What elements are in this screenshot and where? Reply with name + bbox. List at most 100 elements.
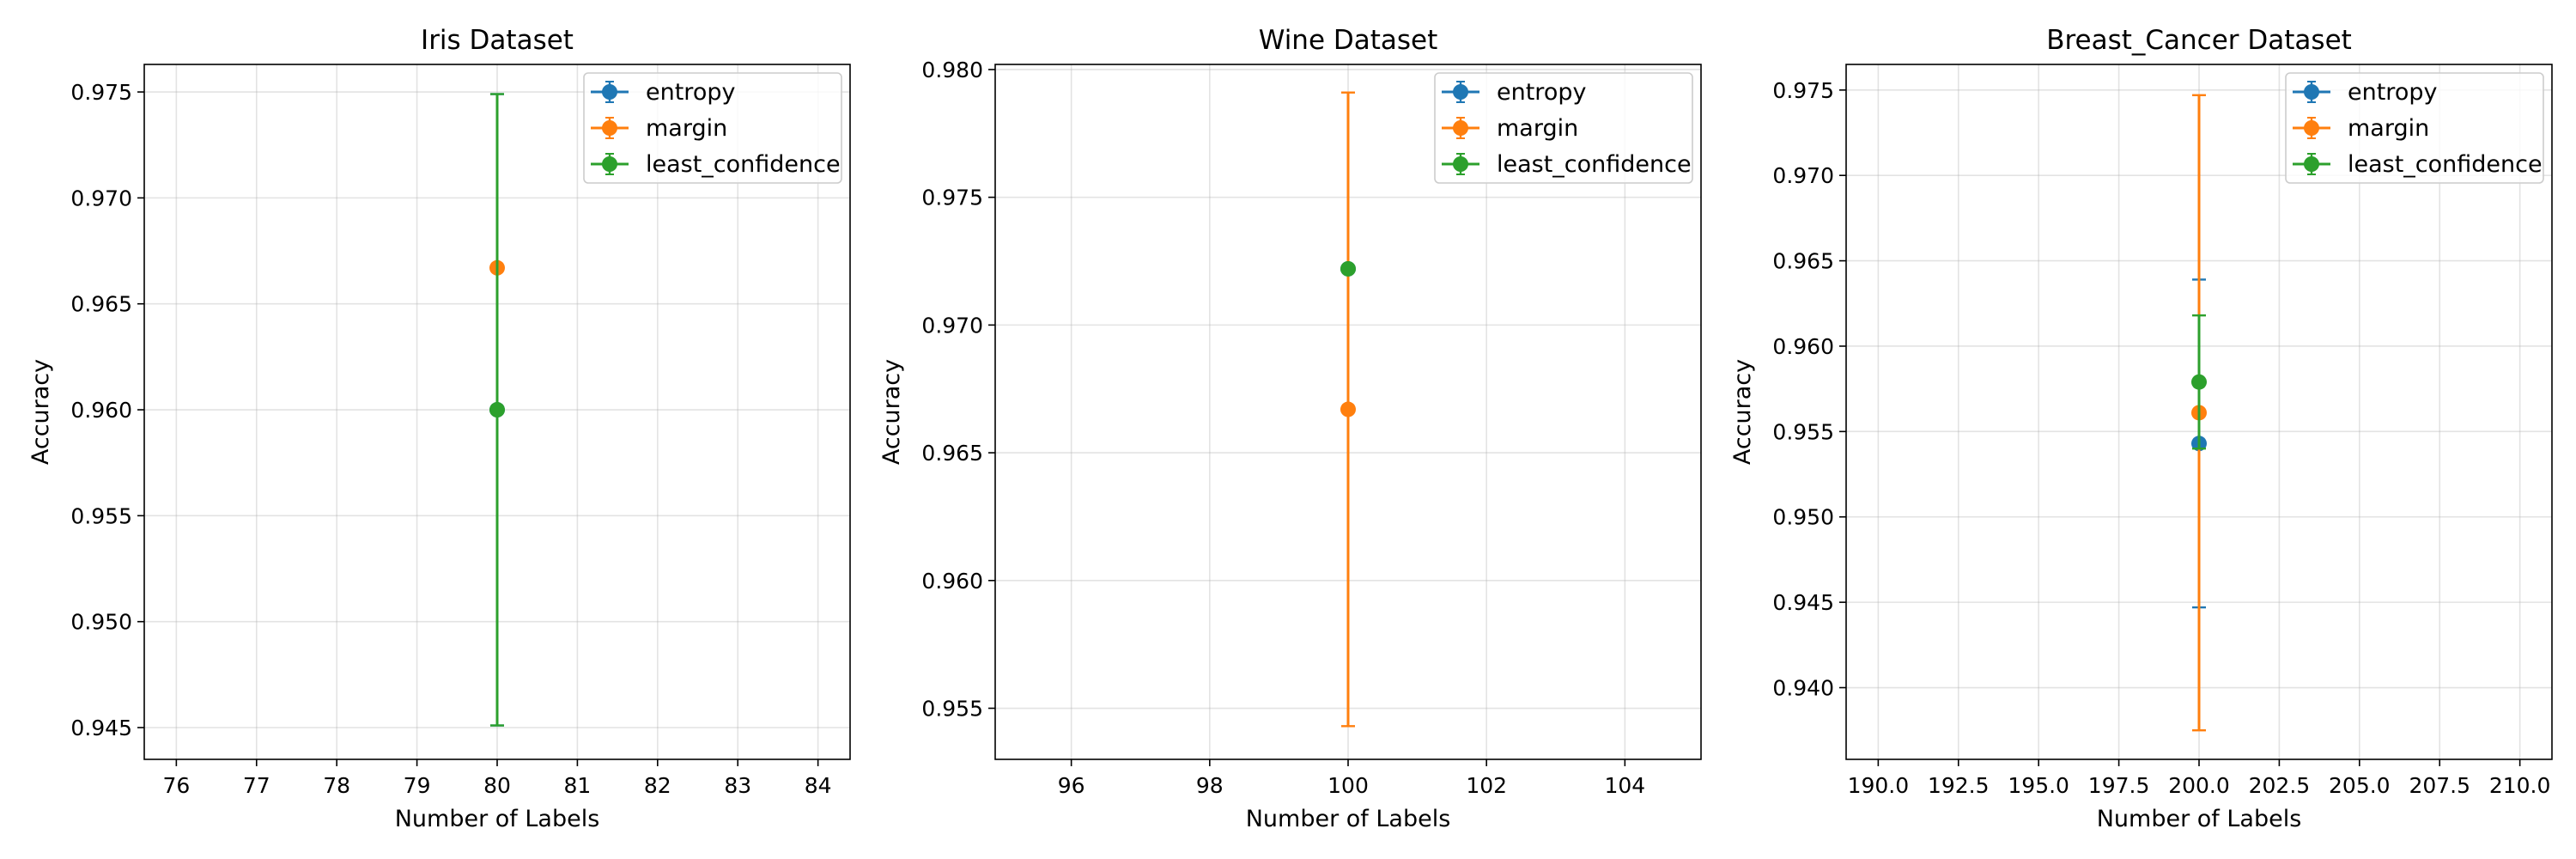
breast-cancer-panel: 190.0 192.5 195.0 197.5 200.0 202.5 205.0 207.5…	[1729, 25, 2553, 832]
x-tick-label: 190.0	[1848, 773, 1910, 798]
legend-label: entropy	[1497, 79, 1586, 106]
y-tick-label: 0.975	[1772, 78, 1834, 103]
data-point	[1340, 260, 1356, 277]
legend-item-entropy: entropy	[591, 79, 735, 106]
legend-label: margin	[1497, 115, 1578, 142]
wine-panel: 96 98 100 102 104 0.955 0.960 0.965 0.970 0.975 0.…	[878, 25, 1702, 832]
breast-cancer-x-axis-label: Number of Labels	[2097, 806, 2302, 832]
iris-panel: 76 77 78 79 80 81 82 83 84 0.945 0.950 0.955 0.960 0.…	[27, 25, 851, 832]
legend-marker	[2304, 156, 2319, 172]
y-tick-label: 0.950	[1772, 505, 1834, 530]
breast-cancer-axes-frame	[1845, 64, 2553, 760]
legend-box	[583, 72, 842, 184]
legend-item-least-confidence: least_confidence	[1442, 151, 1692, 178]
y-tick-label: 0.970	[70, 186, 132, 210]
iris-title: Iris Dataset	[421, 25, 574, 56]
x-tick-label: 210.0	[2489, 773, 2551, 798]
x-tick-label: 104	[1604, 773, 1645, 798]
y-tick-label: 0.965	[921, 441, 983, 466]
x-tick-label: 98	[1196, 773, 1224, 798]
y-tick-label: 0.975	[921, 186, 983, 210]
x-tick-label: 84	[805, 773, 832, 798]
breast-cancer-title: Breast_Cancer Dataset	[2046, 25, 2352, 56]
legend-item-margin: margin	[1442, 115, 1578, 142]
x-tick-label: 78	[323, 773, 350, 798]
iris-legend: entropy margin least_confidence	[583, 72, 842, 184]
legend-box	[1434, 72, 1693, 184]
wine-y-axis-label: Accuracy	[878, 359, 905, 465]
x-tick-label: 81	[564, 773, 592, 798]
iris-y-axis-label: Accuracy	[27, 359, 54, 465]
legend-marker	[602, 84, 617, 100]
x-tick-label: 102	[1466, 773, 1507, 798]
legend-label: least_confidence	[1497, 151, 1692, 178]
legend-label: entropy	[2348, 79, 2437, 106]
x-tick-label: 100	[1327, 773, 1369, 798]
y-tick-label: 0.955	[70, 503, 132, 528]
legend-item-margin: margin	[591, 115, 727, 142]
x-tick-label: 77	[243, 773, 270, 798]
legend-label: least_confidence	[646, 151, 841, 178]
y-tick-label: 0.970	[921, 313, 983, 338]
x-tick-label: 76	[162, 773, 190, 798]
data-point	[2191, 374, 2207, 390]
series-least-confidence	[1340, 260, 1356, 277]
data-point	[1340, 401, 1356, 417]
legend-box	[2285, 72, 2544, 184]
y-tick-label: 0.955	[1772, 419, 1834, 444]
legend-label: margin	[646, 115, 727, 142]
legend-label: least_confidence	[2348, 151, 2543, 178]
wine-axes-frame	[994, 64, 1702, 760]
x-tick-label: 195.0	[2008, 773, 2069, 798]
x-tick-label: 79	[404, 773, 431, 798]
legend-item-entropy: entropy	[1442, 79, 1586, 106]
y-tick-label: 0.975	[70, 80, 132, 105]
legend-label: entropy	[646, 79, 735, 106]
y-tick-label: 0.945	[70, 716, 132, 740]
y-tick-label: 0.980	[921, 58, 983, 82]
breast-cancer-y-axis-label: Accuracy	[1729, 359, 1756, 465]
legend-item-least-confidence: least_confidence	[591, 151, 841, 178]
wine-title: Wine Dataset	[1259, 25, 1438, 56]
y-tick-label: 0.960	[1772, 334, 1834, 359]
legend-marker	[2304, 120, 2319, 136]
iris-x-axis-label: Number of Labels	[395, 806, 600, 832]
x-tick-label: 205.0	[2329, 773, 2391, 798]
y-tick-label: 0.955	[921, 697, 983, 722]
legend-marker	[602, 120, 617, 136]
x-tick-label: 82	[644, 773, 671, 798]
legend-label: margin	[2348, 115, 2429, 142]
y-tick-label: 0.960	[70, 398, 132, 423]
legend-item-entropy: entropy	[2293, 79, 2437, 106]
x-tick-label: 83	[724, 773, 751, 798]
legend-item-least-confidence: least_confidence	[2293, 151, 2543, 178]
x-tick-label: 96	[1058, 773, 1085, 798]
breast-cancer-legend: entropy margin least_confidence	[2285, 72, 2544, 184]
y-tick-label: 0.965	[1772, 249, 1834, 274]
x-tick-label: 202.5	[2249, 773, 2311, 798]
x-tick-label: 207.5	[2409, 773, 2470, 798]
y-tick-label: 0.940	[1772, 676, 1834, 701]
y-tick-label: 0.960	[921, 569, 983, 594]
legend-marker	[2304, 84, 2319, 100]
series-least-confidence	[489, 93, 505, 727]
iris-axes-frame	[143, 64, 851, 760]
legend-marker	[1453, 120, 1468, 136]
y-tick-label: 0.945	[1772, 590, 1834, 615]
y-tick-label: 0.965	[70, 292, 132, 317]
x-tick-label: 192.5	[1928, 773, 1990, 798]
x-tick-label: 197.5	[2088, 773, 2150, 798]
legend-item-margin: margin	[2293, 115, 2429, 142]
series-least-confidence	[2191, 314, 2207, 450]
legend-marker	[1453, 156, 1468, 172]
legend-marker	[1453, 84, 1468, 100]
series-margin	[1340, 91, 1356, 728]
legend-marker	[602, 156, 617, 172]
x-tick-label: 80	[483, 773, 511, 798]
wine-legend: entropy margin least_confidence	[1434, 72, 1693, 184]
wine-x-axis-label: Number of Labels	[1246, 806, 1451, 832]
y-tick-label: 0.970	[1772, 163, 1834, 188]
x-tick-label: 200.0	[2168, 773, 2230, 798]
y-tick-label: 0.950	[70, 610, 132, 635]
